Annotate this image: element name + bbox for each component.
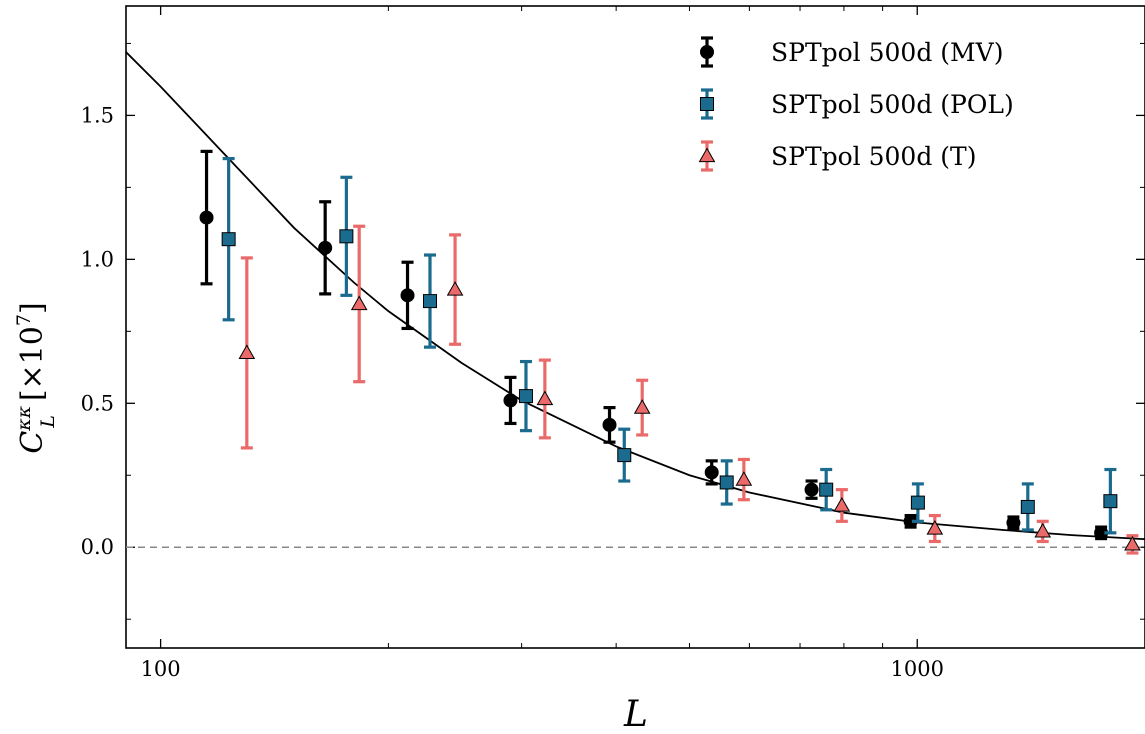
y-axis-label-subscript: L [37,415,59,429]
data-point [910,495,925,510]
data-point [1034,522,1052,538]
x-tick-labels: 100 1000 [141,657,944,681]
data-point [400,288,415,303]
data-point [318,240,333,255]
data-point [819,482,834,497]
y-axis-label-superscript: κκ [13,405,35,431]
y-tick-label: 0.0 [81,535,114,559]
data-point [221,232,236,247]
data-point [1020,499,1035,514]
data-point [633,399,651,414]
legend: SPTpol 500d (MV) SPTpol 500d (POL) SPTpol … [698,36,1014,172]
series-square [221,156,1118,535]
data-point [422,294,437,309]
y-tick-label: 0.5 [81,391,114,415]
data-series [199,149,1141,555]
y-axis-label-main: C [15,431,50,454]
y-axis-label-unit-exponent: 7 [13,314,35,326]
data-point [735,471,753,486]
y-axis-label: Cκκ L [×107] [13,302,59,453]
legend-entry: SPTpol 500d (T) [698,140,976,172]
legend-marker [700,97,714,111]
data-point [199,210,214,225]
legend-label: SPTpol 500d (MV) [771,38,1003,67]
data-point [1006,515,1021,530]
data-point [446,281,464,296]
data-point [926,520,944,535]
theory-curve [126,51,1145,541]
legend-entry: SPTpol 500d (MV) [700,36,1003,68]
y-tick-label: 1.5 [81,103,114,127]
x-tick-label: 100 [141,657,181,681]
x-axis-label: L [623,694,648,734]
y-tick-label: 1.0 [81,247,114,271]
legend-marker [698,147,716,163]
plot-frame [125,5,1145,649]
y-tick-labels: 0.0 0.5 1.0 1.5 [81,103,114,559]
legend-marker [700,45,714,59]
y-axis-label-unit: [×10 [15,326,50,401]
legend-label: SPTpol 500d (T) [771,142,976,171]
data-point [833,497,851,512]
data-point [238,344,256,360]
data-point [617,448,632,463]
data-point [804,482,819,497]
x-tick-label: 1000 [891,657,944,681]
data-point [518,389,533,404]
legend-entry: SPTpol 500d (POL) [700,88,1014,120]
data-point [339,229,354,244]
data-point [602,417,617,432]
series-triangle [238,224,1141,555]
data-point [704,465,719,480]
data-point [503,393,518,408]
data-point [1103,494,1118,509]
series-circle [199,149,1109,541]
data-point [719,475,734,490]
y-axis-label-unit-close: ] [15,302,50,314]
data-point [536,390,554,406]
data-point [350,295,368,311]
axis-ticks [126,6,1145,648]
legend-label: SPTpol 500d (POL) [771,90,1014,119]
data-point [1124,535,1141,551]
